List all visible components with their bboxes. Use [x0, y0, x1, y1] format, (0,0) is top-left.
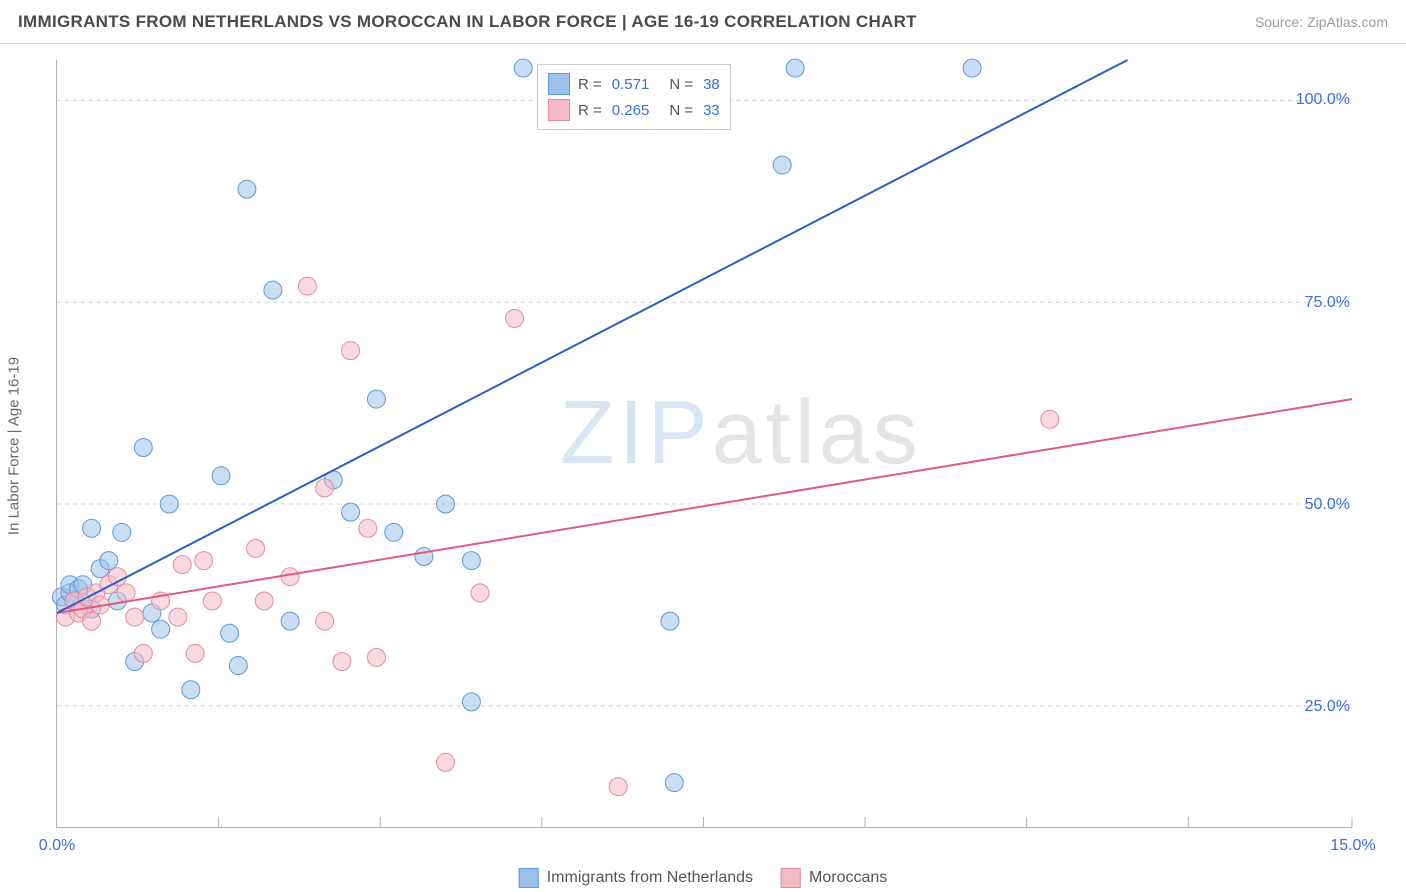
y-tick-label: 75.0% — [1305, 294, 1350, 312]
scatter-chart-svg — [57, 60, 1352, 827]
legend-n-label: N = — [669, 102, 693, 119]
legend-row-series-a: R = 0.571 N = 38 — [548, 71, 720, 97]
chart-title: IMMIGRANTS FROM NETHERLANDS VS MOROCCAN … — [18, 12, 917, 32]
header-bar: IMMIGRANTS FROM NETHERLANDS VS MOROCCAN … — [0, 0, 1406, 44]
bottom-legend-item-b: Moroccans — [781, 866, 887, 890]
y-tick-label: 25.0% — [1305, 698, 1350, 716]
legend-r-label: R = — [578, 76, 602, 93]
legend-n-value-b: 33 — [703, 102, 720, 119]
plot-area: ZIPatlas 25.0%50.0%75.0%100.0% 0.0%15.0%… — [56, 60, 1352, 828]
legend-r-value-a: 0.571 — [612, 76, 650, 93]
x-tick-label: 15.0% — [1330, 837, 1375, 855]
bottom-legend: Immigrants from Netherlands Moroccans — [519, 866, 888, 890]
bottom-legend-item-a: Immigrants from Netherlands — [519, 866, 753, 890]
legend-n-label: N = — [669, 76, 693, 93]
bottom-legend-label-a: Immigrants from Netherlands — [547, 869, 753, 887]
y-tick-label: 50.0% — [1305, 496, 1350, 514]
swatch-series-a — [519, 868, 539, 888]
y-axis-label: In Labor Force | Age 16-19 — [6, 357, 23, 535]
y-tick-label: 100.0% — [1296, 91, 1350, 109]
legend-row-series-b: R = 0.265 N = 33 — [548, 97, 720, 123]
legend-r-value-b: 0.265 — [612, 102, 650, 119]
swatch-series-b — [781, 868, 801, 888]
legend-r-label: R = — [578, 102, 602, 119]
x-tick-label: 0.0% — [39, 837, 75, 855]
swatch-series-b — [548, 99, 570, 121]
correlation-legend: R = 0.571 N = 38 R = 0.265 N = 33 — [537, 64, 731, 130]
legend-n-value-a: 38 — [703, 76, 720, 93]
bottom-legend-label-b: Moroccans — [809, 869, 887, 887]
source-label: Source: ZipAtlas.com — [1255, 14, 1388, 30]
swatch-series-a — [548, 73, 570, 95]
